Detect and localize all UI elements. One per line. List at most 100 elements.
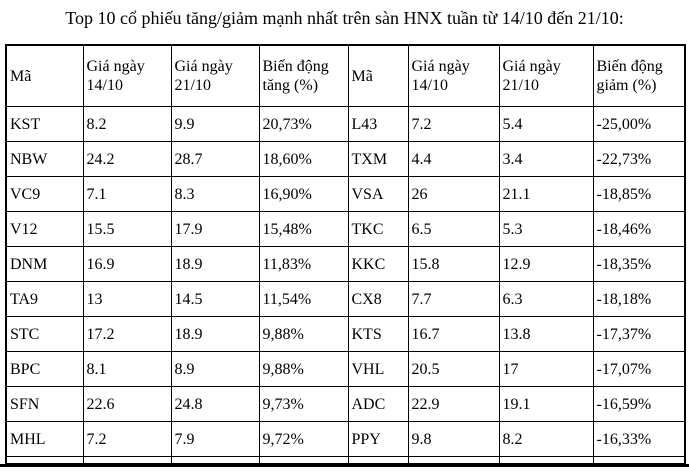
price-cell: 17.9	[170, 211, 260, 247]
stock-code-cell: V12	[5, 211, 84, 247]
stock-code-cell: KTS	[347, 316, 409, 352]
price-cell: 9.8	[407, 421, 500, 457]
change-cell: 9,73%	[258, 386, 349, 422]
change-cell: -25,00%	[592, 106, 686, 142]
header-code-losers: Mã	[347, 44, 409, 107]
header-change-losers: Biến động giảm (%)	[592, 44, 686, 107]
table-row: DNM 16.9 18.9 11,83% KKC 15.8 12.9 -18,3…	[5, 246, 686, 282]
empty-cell	[170, 456, 260, 465]
empty-cell	[5, 456, 84, 465]
stock-code-cell: VHL	[347, 351, 409, 387]
price-cell: 7.1	[82, 176, 172, 212]
change-cell: 9,88%	[258, 351, 349, 387]
stock-code-cell: PPY	[347, 421, 409, 457]
price-cell: 8.3	[170, 176, 260, 212]
price-cell: 15.5	[82, 211, 172, 247]
price-cell: 16.9	[82, 246, 172, 282]
price-cell: 13	[82, 281, 172, 317]
stock-code-cell: KKC	[347, 246, 409, 282]
header-price-21-gainers: Giá ngày 21/10	[170, 44, 260, 107]
stock-code-cell: TKC	[347, 211, 409, 247]
table-row: STC 17.2 18.9 9,88% KTS 16.7 13.8 -17,37…	[5, 316, 686, 352]
table-row: SFN 22.6 24.8 9,73% ADC 22.9 19.1 -16,59…	[5, 386, 686, 422]
change-cell: 9,72%	[258, 421, 349, 457]
price-cell: 18.9	[170, 316, 260, 352]
price-cell: 6.5	[407, 211, 500, 247]
change-cell: -18,35%	[592, 246, 686, 282]
stock-code-cell: VSA	[347, 176, 409, 212]
table-row: V12 15.5 17.9 15,48% TKC 6.5 5.3 -18,46%	[5, 211, 686, 247]
stock-code-cell: CX8	[347, 281, 409, 317]
change-cell: -18,46%	[592, 211, 686, 247]
change-cell: -16,33%	[592, 421, 686, 457]
price-cell: 9.9	[170, 106, 260, 142]
stocks-table: Mã Giá ngày 14/10 Giá ngày 21/10 Biến độ…	[5, 44, 686, 465]
change-cell: -18,18%	[592, 281, 686, 317]
price-cell: 7.7	[407, 281, 500, 317]
price-cell: 19.1	[498, 386, 594, 422]
empty-cell	[498, 456, 594, 465]
price-cell: 8.2	[82, 106, 172, 142]
header-code-gainers: Mã	[5, 44, 84, 107]
price-cell: 8.2	[498, 421, 594, 457]
header-price-21-losers: Giá ngày 21/10	[498, 44, 594, 107]
price-cell: 8.1	[82, 351, 172, 387]
change-cell: 9,88%	[258, 316, 349, 352]
change-cell: 15,48%	[258, 211, 349, 247]
price-cell: 24.8	[170, 386, 260, 422]
price-cell: 8.9	[170, 351, 260, 387]
header-change-gainers: Biến động tăng (%)	[258, 44, 349, 107]
table-row: MHL 7.2 7.9 9,72% PPY 9.8 8.2 -16,33%	[5, 421, 686, 457]
table-row: VC9 7.1 8.3 16,90% VSA 26 21.1 -18,85%	[5, 176, 686, 212]
price-cell: 24.2	[82, 141, 172, 177]
price-cell: 17	[498, 351, 594, 387]
stock-code-cell: MHL	[5, 421, 84, 457]
change-cell: -17,37%	[592, 316, 686, 352]
price-cell: 15.8	[407, 246, 500, 282]
bottom-divider-bar	[0, 464, 689, 467]
partial-cutoff-row	[5, 456, 686, 465]
price-cell: 14.5	[170, 281, 260, 317]
price-cell: 3.4	[498, 141, 594, 177]
stock-code-cell: ADC	[347, 386, 409, 422]
stock-code-cell: SFN	[5, 386, 84, 422]
stock-code-cell: TXM	[347, 141, 409, 177]
table-row: KST 8.2 9.9 20,73% L43 7.2 5.4 -25,00%	[5, 106, 686, 142]
change-cell: -17,07%	[592, 351, 686, 387]
page-title: Top 10 cổ phiếu tăng/giảm mạnh nhất trên…	[65, 8, 624, 28]
price-cell: 17.2	[82, 316, 172, 352]
stock-code-cell: NBW	[5, 141, 84, 177]
change-cell: -18,85%	[592, 176, 686, 212]
price-cell: 21.1	[498, 176, 594, 212]
price-cell: 22.9	[407, 386, 500, 422]
price-cell: 5.3	[498, 211, 594, 247]
header-price-14-gainers: Giá ngày 14/10	[82, 44, 172, 107]
price-cell: 16.7	[407, 316, 500, 352]
stock-code-cell: VC9	[5, 176, 84, 212]
empty-cell	[407, 456, 500, 465]
price-cell: 7.2	[82, 421, 172, 457]
header-row: Mã Giá ngày 14/10 Giá ngày 21/10 Biến độ…	[5, 44, 686, 107]
price-cell: 7.9	[170, 421, 260, 457]
price-cell: 20.5	[407, 351, 500, 387]
price-cell: 12.9	[498, 246, 594, 282]
stock-code-cell: STC	[5, 316, 84, 352]
price-cell: 5.4	[498, 106, 594, 142]
change-cell: 18,60%	[258, 141, 349, 177]
price-cell: 4.4	[407, 141, 500, 177]
price-cell: 18.9	[170, 246, 260, 282]
price-cell: 6.3	[498, 281, 594, 317]
change-cell: -16,59%	[592, 386, 686, 422]
change-cell: 20,73%	[258, 106, 349, 142]
price-cell: 26	[407, 176, 500, 212]
stock-code-cell: L43	[347, 106, 409, 142]
header-price-14-losers: Giá ngày 14/10	[407, 44, 500, 107]
empty-cell	[82, 456, 172, 465]
change-cell: -22,73%	[592, 141, 686, 177]
stock-code-cell: BPC	[5, 351, 84, 387]
table-row: NBW 24.2 28.7 18,60% TXM 4.4 3.4 -22,73%	[5, 141, 686, 177]
empty-cell	[592, 456, 686, 465]
price-cell: 22.6	[82, 386, 172, 422]
table-row: TA9 13 14.5 11,54% CX8 7.7 6.3 -18,18%	[5, 281, 686, 317]
